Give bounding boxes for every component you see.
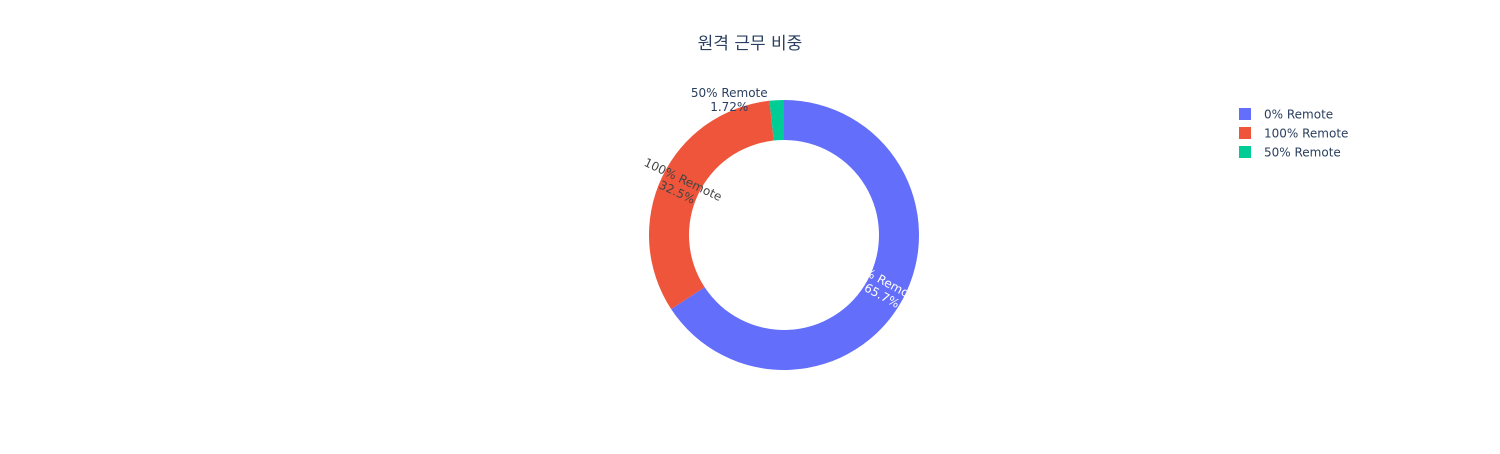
legend-label-50-remote[interactable]: 50% Remote xyxy=(1264,146,1341,160)
legend-label-100-remote[interactable]: 100% Remote xyxy=(1264,127,1348,141)
legend: 0% Remote 100% Remote 50% Remote xyxy=(1239,108,1348,160)
legend-swatch-100-remote[interactable] xyxy=(1239,127,1251,139)
pie-slice-50-remote xyxy=(769,100,784,141)
pie-slice-0-remote xyxy=(671,100,919,370)
legend-swatch-0-remote[interactable] xyxy=(1239,108,1251,120)
slice-label-50-remote: 50% Remote 1.72% xyxy=(691,86,768,114)
pie-slices xyxy=(648,100,919,370)
chart-title: 원격 근무 비중 xyxy=(698,34,803,54)
pie-slice-100-remote xyxy=(648,100,774,310)
legend-swatch-50-remote[interactable] xyxy=(1239,146,1251,158)
legend-label-0-remote[interactable]: 0% Remote xyxy=(1264,108,1333,122)
